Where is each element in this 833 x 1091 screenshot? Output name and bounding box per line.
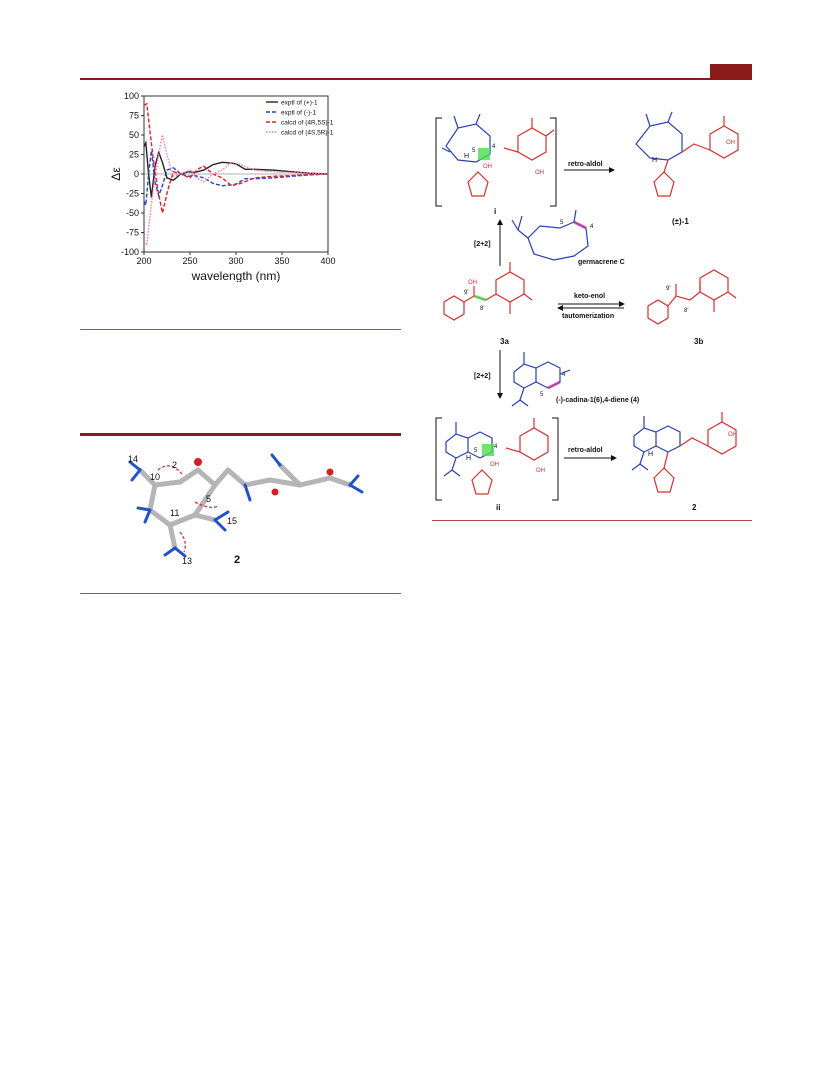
cyclo-bottom-label: [2+2] — [474, 373, 491, 380]
y-tick-label: -75 — [126, 228, 139, 238]
3a-label-8p: 8' — [480, 306, 484, 312]
p2-label-h: H — [648, 451, 653, 458]
germ-label-4: 4 — [590, 224, 594, 230]
series-line-2 — [143, 150, 329, 208]
y-tick-label: -50 — [126, 208, 139, 218]
header-rule — [80, 78, 752, 80]
y-axis-label: Δε — [109, 167, 123, 181]
model-label-2: 2 — [172, 460, 177, 470]
cd-spectrum-chart: 200 250 300 350 4001007550250-25-50-75-100wa… — [109, 91, 336, 282]
ii-label-oh-2: OH — [536, 468, 545, 474]
legend-label-3: calcd of (4R,5S)-1 — [281, 120, 334, 127]
cyclo-top-label: [2+2] — [474, 241, 491, 248]
model-compound-label: 2 — [234, 554, 241, 566]
i-label-4: 4 — [492, 144, 496, 150]
i-label-5: 5 — [472, 148, 476, 154]
3b-label-9p: 9' — [666, 286, 670, 292]
cad-label-5: 5 — [540, 392, 544, 398]
y-tick-label: 0 — [134, 169, 139, 179]
model-label-13: 13 — [182, 556, 192, 566]
molecular-model-figure: 14 2 10 5 11 15 13 — [128, 453, 364, 566]
cadina-label: (-)-cadina-1(6),4-diene (4) — [556, 397, 639, 404]
3a-label-9p: 9' — [464, 290, 468, 296]
reaction-scheme: 5 4 H OH OH i retro-aldol H OH (±)-1 [2+… — [435, 111, 739, 512]
series-line-1 — [143, 140, 329, 198]
x-tick-label: 400 — [320, 256, 335, 266]
tautomerization-label: tautomerization — [562, 313, 614, 320]
germ-label-5: 5 — [560, 220, 564, 226]
x-tick-label: 250 — [182, 256, 197, 266]
model-label-11: 11 — [170, 508, 179, 518]
i-label-h: H — [464, 153, 469, 160]
3b-label-8p: 8' — [684, 308, 688, 314]
x-tick-label: 300 — [228, 256, 243, 266]
y-tick-label: 100 — [124, 91, 139, 101]
label-product-1: (±)-1 — [672, 217, 689, 226]
p2-label-oh: OH — [728, 432, 737, 438]
i-label-oh-2: OH — [535, 170, 544, 176]
section-rule-left — [80, 433, 401, 436]
y-tick-label: -100 — [121, 247, 139, 257]
legend-label-1: exptl of (+)-1 — [281, 100, 318, 107]
p1-label-oh: OH — [726, 140, 735, 146]
y-tick-label: 25 — [129, 150, 139, 160]
ii-label-4: 4 — [494, 444, 498, 450]
keto-enol-label: keto-enol — [574, 293, 605, 300]
i-label-oh: OH — [483, 164, 492, 170]
p1-label-h: H — [652, 157, 657, 164]
x-tick-label: 200 — [136, 256, 151, 266]
header-tab — [710, 64, 752, 78]
legend-label-4: calcd of (4S,5R)-1 — [281, 130, 334, 137]
ii-label-h: H — [466, 455, 471, 462]
scheme-divider-right — [432, 520, 752, 521]
retro-aldol-top-label: retro-aldol — [568, 161, 603, 168]
figure-divider-left-2 — [80, 593, 401, 594]
series-line-3 — [143, 102, 329, 214]
series-line-4 — [143, 134, 329, 246]
ii-label-5: 5 — [474, 448, 478, 454]
model-label-5: 5 — [206, 494, 211, 504]
label-3b: 3b — [694, 337, 703, 346]
retro-aldol-bottom-label: retro-aldol — [568, 447, 603, 454]
label-i: i — [494, 207, 496, 216]
y-tick-label: -25 — [126, 189, 139, 199]
y-tick-label: 75 — [129, 111, 139, 121]
y-tick-label: 50 — [129, 130, 139, 140]
model-label-14: 14 — [128, 454, 138, 464]
x-axis-label: wavelength (nm) — [191, 269, 281, 282]
label-3a: 3a — [500, 337, 509, 346]
label-product-2: 2 — [692, 503, 697, 512]
legend-label-2: exptl of (-)-1 — [281, 110, 316, 117]
figure-divider-left-1 — [80, 329, 401, 330]
cad-label-4: 4 — [562, 372, 566, 378]
label-ii: ii — [496, 503, 500, 512]
3a-label-oh: OH — [468, 280, 477, 286]
model-label-10: 10 — [150, 472, 160, 482]
germacrene-label: germacrene C — [578, 259, 625, 266]
x-tick-label: 350 — [274, 256, 289, 266]
ii-label-oh: OH — [490, 462, 499, 468]
model-label-15: 15 — [227, 516, 237, 526]
